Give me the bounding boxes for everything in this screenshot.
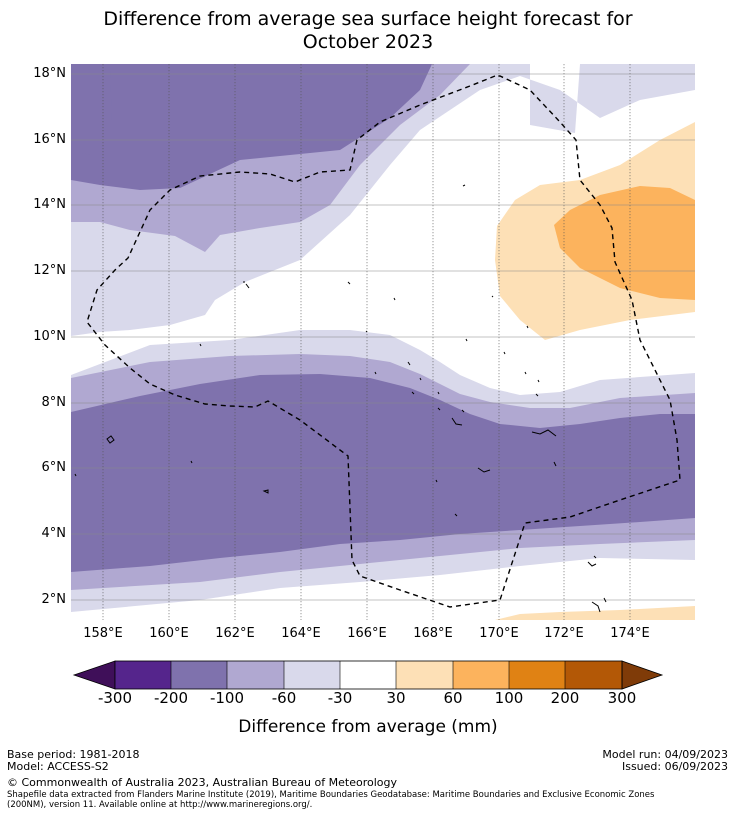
footer-issued: Issued: 06/09/2023	[621, 760, 728, 773]
island	[437, 391, 440, 395]
island	[347, 281, 351, 285]
colorbar-swatch-30-60	[396, 661, 453, 689]
colorbar-swatch-n30-30	[340, 661, 396, 689]
island	[454, 513, 458, 517]
contour-north-n200-patch	[71, 64, 112, 155]
island	[451, 417, 463, 426]
map-plot-area	[71, 64, 695, 620]
island	[591, 601, 601, 613]
colorbar-swatch-n200-n100	[171, 661, 227, 689]
footer-model-run: Model run: 04/09/2023	[602, 748, 728, 761]
lon-label-158: 158°E	[83, 626, 123, 641]
island	[593, 555, 597, 559]
contour-south-n200	[71, 374, 695, 572]
colorbar-label: 60	[443, 689, 463, 707]
island	[462, 184, 466, 187]
colorbar-swatch-60-100	[453, 661, 509, 689]
island	[407, 361, 411, 366]
colorbar-label: -300	[97, 689, 133, 707]
lon-label-166: 166°E	[347, 626, 387, 641]
colorbar-label: -30	[327, 689, 353, 707]
island	[477, 467, 491, 473]
lat-label-14: 14°N	[33, 197, 66, 212]
footer-model: Model: ACCESS-S2	[7, 760, 109, 773]
lon-label-160: 160°E	[149, 626, 189, 641]
grid-lines-lat	[71, 73, 695, 601]
lat-label-8: 8°N	[41, 395, 67, 410]
island	[419, 377, 422, 381]
lon-label-172: 172°E	[544, 626, 584, 641]
colorbar-label: -60	[271, 689, 297, 707]
colorbar-outline	[114, 660, 623, 690]
island	[106, 435, 115, 444]
island	[587, 561, 597, 567]
island	[374, 371, 377, 375]
colorbar-label: -200	[153, 689, 189, 707]
island	[553, 461, 557, 467]
colorbar	[72, 660, 664, 690]
colorbar-label: 100	[494, 689, 524, 707]
footer-shapefile-1: Shapefile data extracted from Flanders M…	[7, 790, 655, 800]
island	[262, 489, 269, 494]
title-line-2: October 2023	[302, 31, 434, 53]
island	[491, 295, 494, 298]
island	[603, 597, 607, 603]
colorbar-swatch-200-300	[565, 661, 622, 689]
lat-label-10: 10°N	[33, 329, 66, 344]
footer-shapefile-2: (200NM), version 11. Available online at…	[7, 800, 313, 810]
lon-label-164: 164°E	[281, 626, 321, 641]
island	[437, 407, 441, 411]
colorbar-title: Difference from average (mm)	[238, 717, 498, 737]
island	[190, 460, 193, 464]
colorbar-dividers	[170, 661, 566, 689]
island	[526, 325, 529, 329]
island	[465, 338, 468, 342]
colorbar-swatch-n60-n30	[284, 661, 340, 689]
map-title: Difference from average sea surface heig…	[0, 8, 736, 54]
lon-label-174: 174°E	[610, 626, 650, 641]
island	[524, 371, 527, 375]
island	[199, 343, 202, 347]
lat-label-18: 18°N	[33, 66, 66, 81]
colorbar-swatch-100-200	[509, 661, 565, 689]
footer-copyright: © Commonwealth of Australia 2023, Austra…	[7, 776, 397, 789]
lon-label-170: 170°E	[479, 626, 519, 641]
colorbar-extend-max	[621, 660, 664, 690]
island	[365, 330, 368, 333]
island	[461, 409, 465, 413]
island	[74, 473, 77, 477]
island	[503, 351, 506, 355]
title-line-1: Difference from average sea surface heig…	[103, 8, 633, 30]
island	[531, 429, 557, 437]
contour-north-n200	[71, 64, 432, 190]
island	[245, 283, 250, 289]
lat-label-4: 4°N	[41, 526, 67, 541]
colorbar-label: 30	[386, 689, 406, 707]
contour-southeast-p30	[495, 606, 695, 620]
colorbar-label: 200	[550, 689, 580, 707]
eez-boundary-line	[86, 75, 681, 608]
island	[435, 479, 438, 483]
colorbar-label: 300	[607, 689, 637, 707]
colorbar-label: -100	[209, 689, 245, 707]
lat-label-6: 6°N	[41, 460, 67, 475]
island	[393, 297, 396, 301]
contour-east-p60	[554, 186, 695, 300]
islands	[74, 184, 607, 613]
lat-label-2: 2°N	[41, 592, 67, 607]
island	[535, 393, 539, 397]
colorbar-extend-min	[72, 660, 116, 690]
lat-label-16: 16°N	[33, 132, 66, 147]
lon-label-168: 168°E	[413, 626, 453, 641]
island	[411, 391, 415, 395]
colorbar-swatch-n100-n60	[227, 661, 284, 689]
island	[537, 379, 540, 383]
colorbar-swatch-n300-n200	[115, 661, 171, 689]
footer-base-period: Base period: 1981-2018	[7, 748, 140, 761]
lon-label-162: 162°E	[215, 626, 255, 641]
lat-label-12: 12°N	[33, 263, 66, 278]
